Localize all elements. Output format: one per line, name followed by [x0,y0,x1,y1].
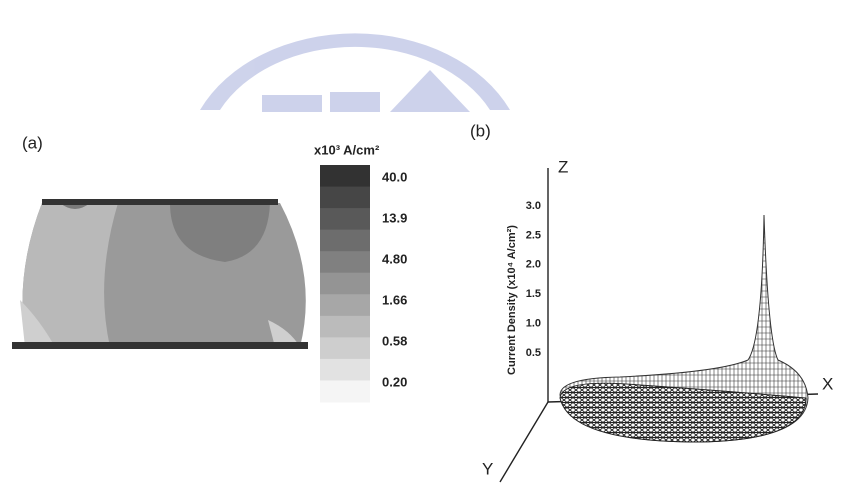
z-tick-label: 1.5 [526,288,541,300]
colorbar-label: 13.9 [382,210,407,225]
page: {"panel_a": {"label": "(a)", "colorbar":… [0,0,843,500]
colorbar-band [320,251,370,273]
z-tick-label: 2.0 [526,259,541,271]
watermark [200,33,510,112]
z-tick-label: 0.5 [526,347,541,359]
colorbar-label: 0.20 [382,374,407,389]
colorbar-band [320,337,370,359]
axis-label: Z [558,157,568,176]
colorbar-band [320,380,370,402]
z-tick-label: 1.0 [526,318,541,330]
surface-mesh [560,215,808,442]
figure: (a) x10³ A/cm² 40.013.94.801.660.580.20 … [0,0,843,500]
colorbar-band [320,316,370,338]
axis-label: X [822,374,833,393]
colorbar-band [320,273,370,295]
colorbar-band [320,294,370,316]
axis-label: Y [482,459,493,478]
colorbar-label: 40.0 [382,169,407,184]
panel-label: (b) [470,121,491,140]
colorbar-label: 4.80 [382,251,407,266]
z-axis-title: Current Density (x10⁴ A/cm²) [506,225,518,375]
z-tick-label: 2.5 [526,229,541,241]
z-ticks: 3.0 2.5 2.0 1.5 1.0 0.5 [526,200,541,359]
colorbar-band [320,165,370,187]
colorbar-label: 0.58 [382,333,407,348]
contour-map [12,199,308,349]
colorbar-unit: x10³ A/cm² [314,142,380,157]
colorbar-band [320,187,370,209]
colorbar-band [320,359,370,381]
colorbar-band [320,230,370,252]
colorbar-label: 1.66 [382,292,407,307]
colorbar: 40.0 13.9 4.80 1.66 0.58 0.20 [320,165,407,403]
z-tick-label: 3.0 [526,200,541,212]
colorbar-band [320,208,370,230]
panel-label: (a) [22,133,43,152]
